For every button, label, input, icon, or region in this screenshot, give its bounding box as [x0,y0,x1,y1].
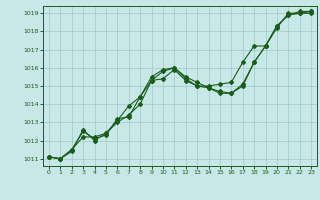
Text: Graphe pression niveau de la mer (hPa): Graphe pression niveau de la mer (hPa) [65,187,255,196]
